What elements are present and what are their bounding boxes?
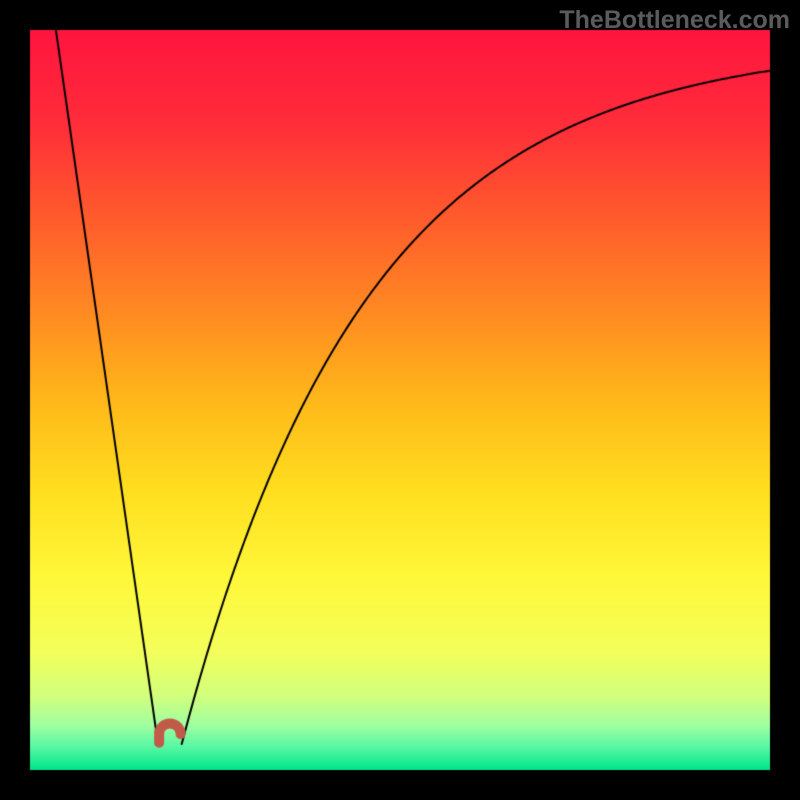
bottleneck-curve xyxy=(0,0,800,800)
chart-container: TheBottleneck.com xyxy=(0,0,800,800)
watermark-source-label: TheBottleneck.com xyxy=(559,6,790,35)
